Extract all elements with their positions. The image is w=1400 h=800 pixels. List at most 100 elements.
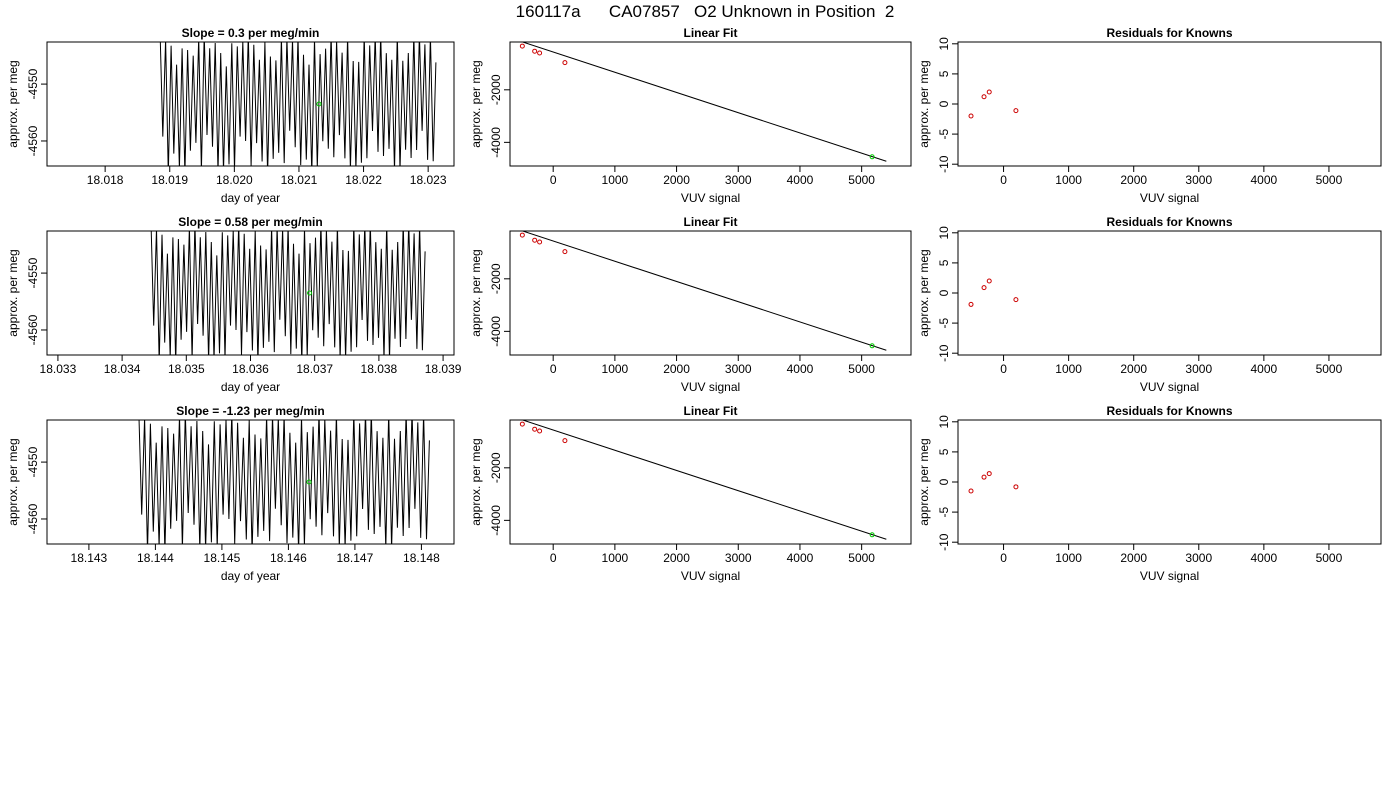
- panel-title: Slope = 0.3 per meg/min: [182, 26, 320, 40]
- x-tick-label: 18.021: [281, 173, 318, 187]
- residual-point: [968, 113, 974, 119]
- unknown-mean-marker: [307, 290, 313, 296]
- plot-frame: [509, 230, 912, 356]
- known-point: [519, 232, 525, 238]
- residual-point: [1013, 297, 1019, 303]
- y-axis-label: approx. per meg: [6, 60, 20, 147]
- x-tick-label: 0: [550, 173, 557, 187]
- x-axis-label: VUV signal: [1140, 380, 1199, 394]
- y-tick-label: 5: [937, 448, 951, 455]
- residual-point: [968, 488, 974, 494]
- x-tick-label: 0: [1000, 551, 1007, 565]
- y-tick-label: -4560: [26, 125, 40, 156]
- residual-point: [981, 94, 987, 100]
- x-tick-label: 5000: [1316, 173, 1343, 187]
- x-tick-label: 0: [550, 362, 557, 376]
- y-tick-label: -2000: [489, 263, 503, 294]
- x-tick-label: 18.020: [216, 173, 253, 187]
- x-tick-label: 3000: [1185, 173, 1212, 187]
- y-axis-label: approx. per meg: [469, 60, 483, 147]
- y-tick-label: 10: [937, 37, 951, 51]
- plot-area: [159, 42, 437, 166]
- x-tick-label: 18.022: [345, 173, 382, 187]
- plot-frame: [46, 419, 455, 545]
- known-point: [562, 438, 568, 444]
- plot-area: [150, 231, 426, 355]
- panel-title: Linear Fit: [683, 404, 737, 418]
- known-point: [537, 428, 543, 434]
- y-tick-label: -5: [937, 506, 951, 517]
- chart-panel-5: Linear Fit 0 1000 2000 3000 4000 5000 -2000 -400…: [469, 215, 912, 394]
- x-tick-label: 18.035: [168, 362, 205, 376]
- plot-frame: [46, 230, 455, 356]
- y-tick-label: 10: [937, 226, 951, 240]
- x-tick-label: 18.033: [40, 362, 77, 376]
- residual-point: [1013, 484, 1019, 490]
- x-axis-label: day of year: [221, 191, 280, 205]
- y-tick-label: 0: [937, 478, 951, 485]
- x-tick-label: 18.148: [403, 551, 440, 565]
- x-tick-label: 3000: [1185, 362, 1212, 376]
- chart-panel-9: Residuals for Knowns 0 1000 2000 3000 4000 500…: [917, 404, 1382, 583]
- residual-point: [986, 471, 992, 477]
- y-tick-label: -4000: [489, 505, 503, 536]
- x-tick-label: 2000: [1120, 173, 1147, 187]
- panel-title: Slope = -1.23 per meg/min: [176, 404, 324, 418]
- x-tick-label: 1000: [1055, 362, 1082, 376]
- page-title: 160117a CA07857 O2 Unknown in Position 2: [515, 2, 895, 21]
- y-tick-label: -2000: [489, 74, 503, 105]
- x-tick-label: 2000: [1120, 551, 1147, 565]
- x-tick-label: 3000: [725, 173, 752, 187]
- x-tick-label: 0: [1000, 173, 1007, 187]
- y-tick-label: -5: [937, 128, 951, 139]
- x-tick-label: 3000: [725, 551, 752, 565]
- plot-frame: [509, 419, 912, 545]
- plot-area: [519, 231, 887, 351]
- x-tick-label: 0: [550, 551, 557, 565]
- y-tick-label: 10: [937, 415, 951, 429]
- panel-title: Linear Fit: [683, 215, 737, 229]
- plot-frame: [46, 41, 455, 167]
- x-tick-label: 18.147: [337, 551, 374, 565]
- x-tick-label: 5000: [848, 173, 875, 187]
- x-tick-label: 2000: [663, 173, 690, 187]
- plot-area: [519, 42, 887, 162]
- x-axis-label: VUV signal: [681, 380, 740, 394]
- fit-line: [521, 420, 887, 540]
- y-tick-label: 0: [937, 100, 951, 107]
- known-point: [519, 43, 525, 49]
- y-axis-label: approx. per meg: [917, 249, 931, 336]
- x-axis-label: VUV signal: [1140, 191, 1199, 205]
- x-tick-label: 3000: [725, 362, 752, 376]
- known-point: [519, 421, 525, 427]
- x-tick-label: 18.018: [87, 173, 124, 187]
- chart-panel-1: Slope = 0.3 per meg/min 18.018 18.019 18.02…: [6, 26, 455, 205]
- data-trace: [159, 42, 437, 166]
- x-tick-label: 1000: [602, 173, 629, 187]
- x-tick-label: 5000: [1316, 362, 1343, 376]
- x-tick-label: 18.143: [71, 551, 108, 565]
- residual-point: [968, 301, 974, 307]
- x-tick-label: 1000: [1055, 551, 1082, 565]
- x-tick-label: 18.146: [270, 551, 307, 565]
- x-tick-label: 5000: [848, 362, 875, 376]
- x-tick-label: 4000: [1251, 173, 1278, 187]
- y-tick-label: -4560: [26, 314, 40, 345]
- y-tick-label: 0: [937, 289, 951, 296]
- x-tick-label: 1000: [602, 362, 629, 376]
- unknown-point: [869, 154, 875, 160]
- panel-title: Slope = 0.58 per meg/min: [178, 215, 322, 229]
- known-point: [537, 239, 543, 245]
- y-tick-label: -10: [937, 533, 951, 551]
- x-tick-label: 4000: [1251, 551, 1278, 565]
- unknown-point: [869, 343, 875, 349]
- x-tick-label: 2000: [663, 362, 690, 376]
- x-axis-label: VUV signal: [1140, 569, 1199, 583]
- x-tick-label: 18.019: [151, 173, 188, 187]
- plot-area: [968, 89, 1019, 119]
- x-tick-label: 2000: [1120, 362, 1147, 376]
- x-tick-label: 5000: [848, 551, 875, 565]
- residual-point: [986, 278, 992, 284]
- y-tick-label: -4550: [26, 257, 40, 288]
